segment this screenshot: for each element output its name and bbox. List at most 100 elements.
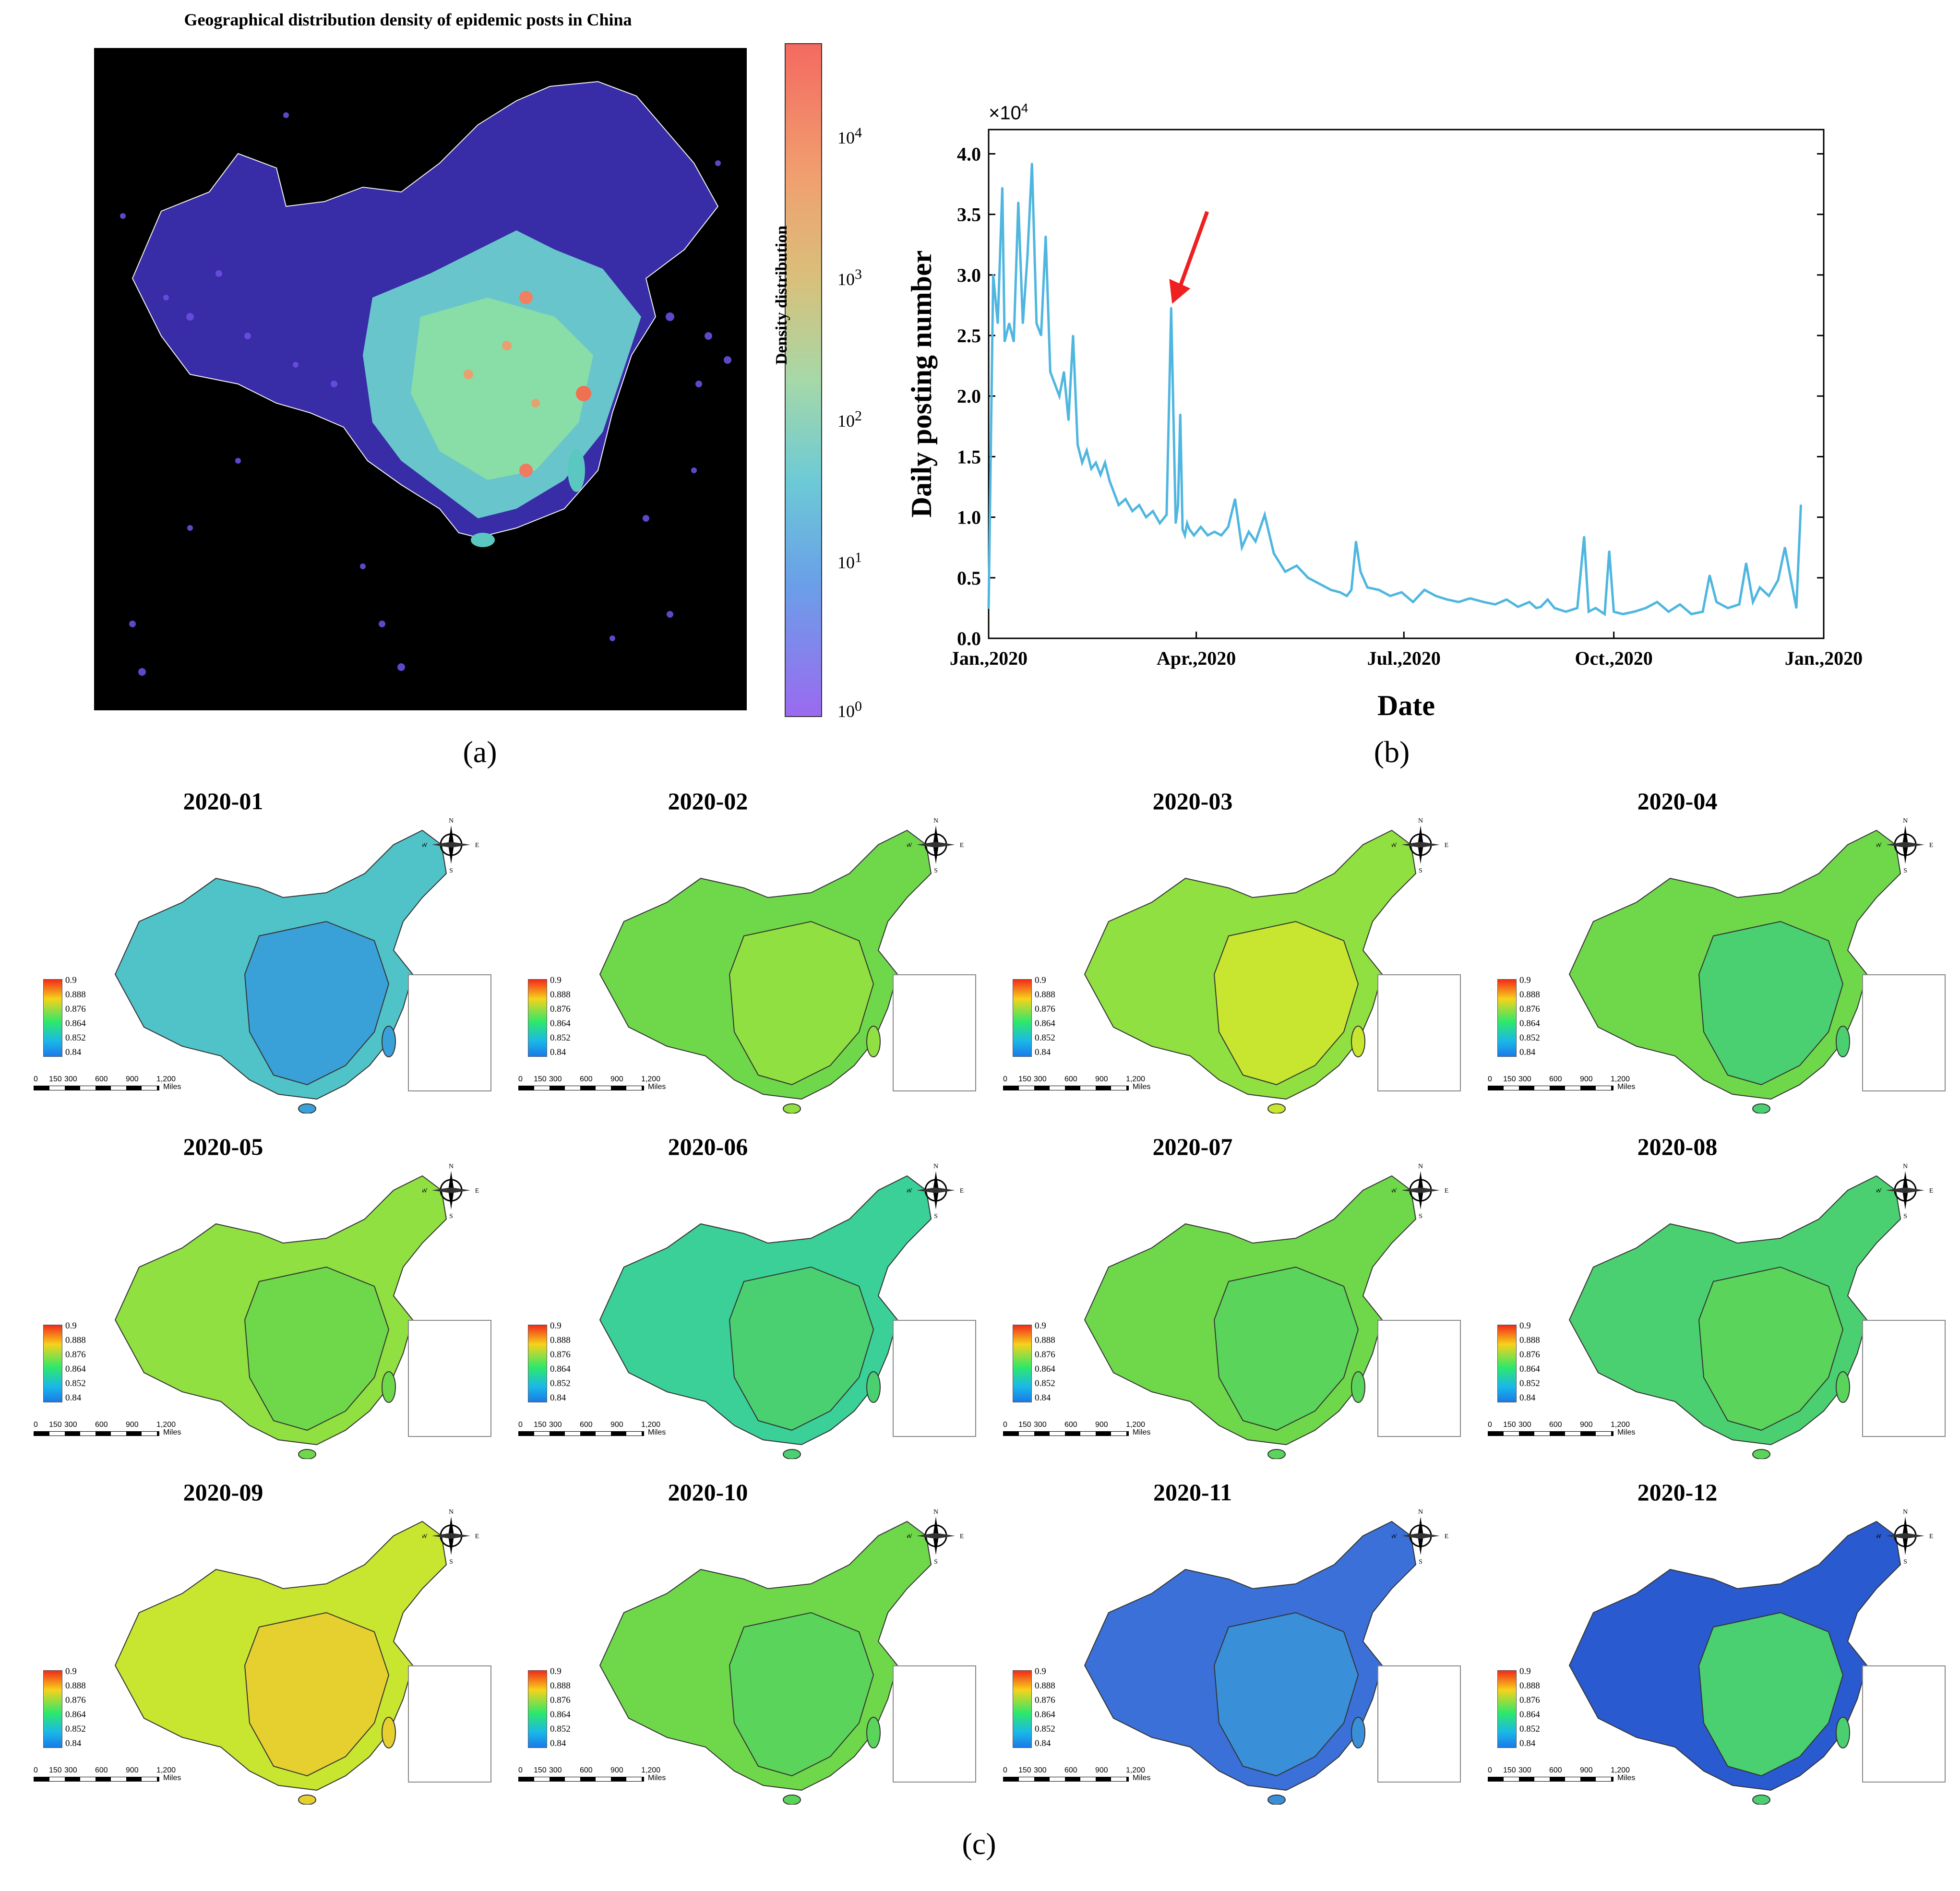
data-point	[1777, 579, 1779, 581]
scale-label: 300	[64, 1075, 77, 1083]
data-point	[988, 607, 990, 609]
scale-bar-graphic	[1003, 1777, 1129, 1782]
legend-tick-label: 0.864	[550, 1710, 571, 1720]
compass-s-label: S	[1903, 1558, 1907, 1565]
data-point	[1248, 531, 1250, 533]
caption-a: (a)	[463, 735, 497, 769]
color-legend: 0.9 0.888 0.876 0.864 0.852 0.84	[43, 1321, 139, 1403]
south-china-sea-inset	[1862, 974, 1946, 1091]
data-point	[1738, 603, 1740, 605]
scale-label: 0	[34, 1766, 38, 1774]
data-point	[1435, 595, 1437, 597]
island-fill	[1267, 1449, 1286, 1459]
data-point	[1608, 550, 1610, 552]
data-point	[1604, 613, 1606, 615]
island-fill	[866, 1717, 881, 1748]
compass-icon: N S E W	[1392, 817, 1448, 874]
scale-bar-graphic	[1488, 1777, 1613, 1782]
y-tick-label: 3.0	[957, 264, 981, 286]
province-choropleth	[114, 829, 447, 1113]
scale-label: 0	[1488, 1421, 1492, 1429]
data-point	[1013, 341, 1015, 343]
month-map: 2020-01 0.9 0.888 0.876 0.864 0.852 0.84 0 150 30…	[19, 787, 504, 1133]
scale-label: 0	[1003, 1766, 1007, 1774]
scale-label: 300	[549, 1766, 562, 1774]
data-point	[1036, 323, 1038, 324]
province-choropleth	[1084, 1175, 1417, 1459]
scale-label: 900	[1580, 1766, 1593, 1774]
legend-tick-label: 0.888	[65, 990, 86, 1000]
data-point	[1745, 563, 1747, 564]
month-map: 2020-08 0.9 0.888 0.876 0.864 0.852 0.84 0 150 30…	[1473, 1133, 1958, 1478]
legend-tick-label: 0.864	[1035, 1710, 1055, 1720]
legend-tick-label: 0.876	[550, 1350, 571, 1360]
data-point	[1076, 443, 1078, 445]
color-legend: 0.9 0.888 0.876 0.864 0.852 0.84	[43, 1666, 139, 1748]
legend-tick-label: 0.9	[65, 975, 77, 985]
month-map: 2020-05 0.9 0.888 0.876 0.864 0.852 0.84 0 150 30…	[19, 1133, 504, 1478]
eastern-provinces-fill	[1698, 921, 1844, 1086]
scale-label: 1,200	[156, 1766, 176, 1774]
legend-tick-label: 0.876	[65, 1350, 86, 1360]
legend-tick-label: 0.9	[1519, 1666, 1531, 1676]
legend-tick-label: 0.876	[550, 1004, 571, 1014]
scale-bar-graphic	[1003, 1086, 1129, 1090]
data-point	[1063, 371, 1065, 373]
legend-tick-label: 0.864	[65, 1710, 86, 1720]
scale-label: 150	[534, 1421, 547, 1429]
data-point	[1759, 586, 1761, 588]
island-fill	[382, 1717, 396, 1748]
scale-label: 1,200	[1126, 1075, 1146, 1083]
data-point	[1022, 323, 1024, 324]
legend-tick-label: 0.864	[550, 1018, 571, 1029]
data-point	[1132, 510, 1134, 512]
data-point	[1716, 601, 1718, 603]
caption-c: (c)	[962, 1827, 996, 1861]
legend-tick-label: 0.852	[1519, 1724, 1540, 1734]
island-fill	[783, 1795, 801, 1805]
compass-s-label: S	[1419, 867, 1422, 874]
legend-tick-label: 0.852	[1519, 1378, 1540, 1388]
scale-label: 0	[518, 1766, 523, 1774]
data-point	[1004, 341, 1005, 343]
south-china-sea-inset	[1862, 1320, 1946, 1437]
panel-b-line-chart: 0.0 0.5 1.0 1.5 2.0 2.5 3.0 3.5 4.0 Jan.,2020 Apr.…	[864, 0, 1960, 778]
compass-icon: N S E W	[422, 1508, 479, 1565]
data-point	[1554, 607, 1555, 609]
scale-label: 600	[1064, 1075, 1077, 1083]
scale-label: 150	[534, 1766, 547, 1774]
data-point	[1633, 610, 1635, 612]
colorbar-tick-3: 103	[837, 266, 862, 289]
scale-bar: 0 150 300 600 900 1,200 Miles	[1488, 1766, 1661, 1785]
data-point	[1058, 395, 1060, 397]
color-legend: 0.9 0.888 0.876 0.864 0.852 0.84	[1013, 1321, 1109, 1403]
scale-label: 150	[1503, 1766, 1516, 1774]
compass-s-label: S	[934, 867, 938, 874]
x-axis-label: Date	[1377, 690, 1435, 721]
island-fill	[298, 1795, 316, 1805]
data-point	[1318, 583, 1320, 585]
south-china-sea-inset	[893, 1665, 976, 1783]
data-point	[1752, 601, 1754, 603]
legend-tick-label: 0.888	[1519, 1335, 1540, 1345]
data-point	[1446, 598, 1448, 600]
scale-label: 1,200	[1611, 1075, 1630, 1083]
scale-label: 600	[1549, 1075, 1562, 1083]
legend-tick-label: 0.9	[550, 1666, 562, 1676]
data-point	[1469, 598, 1471, 599]
scale-label: 900	[1095, 1421, 1108, 1429]
eastern-provinces-fill	[1698, 1612, 1844, 1777]
scale-label: 900	[610, 1421, 623, 1429]
province-choropleth	[114, 1520, 447, 1805]
scale-label: 900	[1580, 1421, 1593, 1429]
compass-icon: N S E W	[907, 1508, 964, 1565]
colorbar-tick-1: 101	[837, 550, 862, 572]
scale-unit: Miles	[1617, 1428, 1636, 1436]
legend-tick-label: 0.9	[1035, 975, 1046, 985]
color-legend: 0.9 0.888 0.876 0.864 0.852 0.84	[528, 975, 624, 1057]
data-point	[1040, 335, 1042, 336]
data-point	[1360, 571, 1362, 573]
x-tick-label: Apr.,2020	[1157, 647, 1236, 669]
color-legend: 0.9 0.888 0.876 0.864 0.852 0.84	[1013, 1666, 1109, 1748]
province-choropleth	[1084, 829, 1417, 1113]
